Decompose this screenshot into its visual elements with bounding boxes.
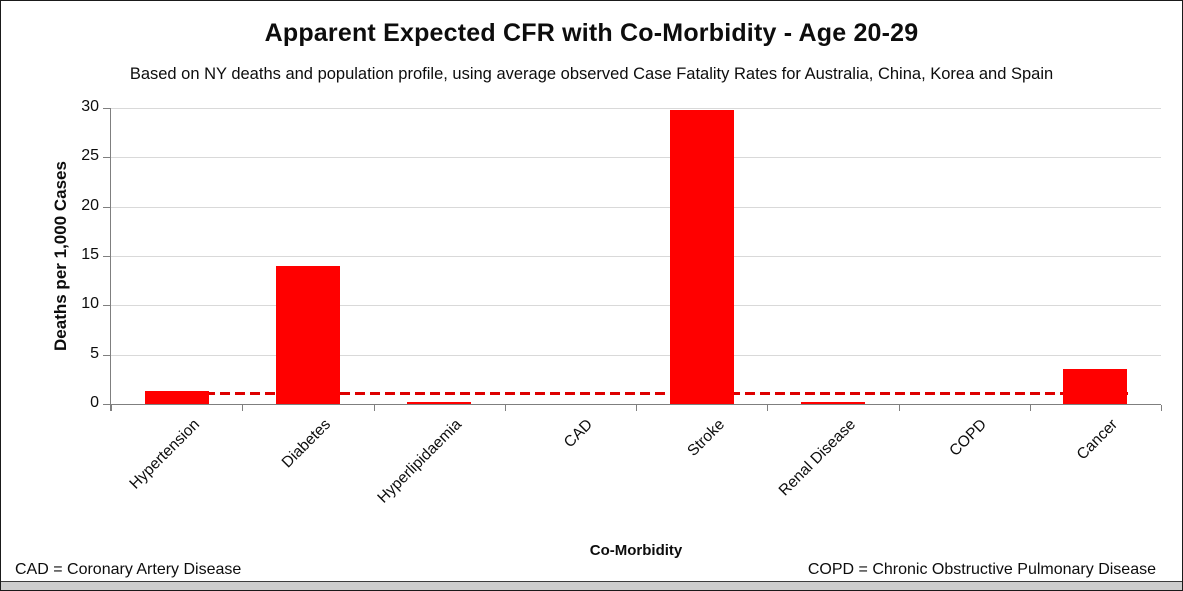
y-tick-label: 15 [81,246,99,263]
gridline-y-25 [111,157,1161,158]
y-axis-line [110,108,111,411]
gridline-y-10 [111,305,1161,306]
baseline-dashed-line [145,392,1128,395]
x-tick [636,405,637,411]
bar-renal-disease [801,402,865,404]
y-tick [103,207,110,208]
y-tick [103,305,110,306]
bar-cancer [1063,369,1127,404]
y-tick [103,404,110,405]
x-tick [242,405,243,411]
x-tick [505,405,506,411]
gridline-y-20 [111,207,1161,208]
y-tick-label: 5 [90,345,99,362]
gridline-y-30 [111,108,1161,109]
x-axis-title: Co-Morbidity [589,542,683,559]
y-tick-label: 0 [90,394,99,411]
y-tick [103,157,110,158]
chart-subtitle: Based on NY deaths and population profil… [129,65,1054,83]
x-tick [111,405,112,411]
y-tick-label: 20 [81,197,99,214]
x-axis-line [110,404,1161,405]
x-tick [374,405,375,411]
x-tick [1161,405,1162,411]
gridline-y-5 [111,355,1161,356]
y-tick-label: 10 [81,295,99,312]
x-tick [767,405,768,411]
footnote-copd: COPD = Chronic Obstructive Pulmonary Dis… [807,561,1156,578]
y-tick [103,355,110,356]
bar-hypertension [145,391,209,404]
footnote-cad: CAD = Coronary Artery Disease [15,561,242,578]
y-tick-label: 30 [81,98,99,115]
chart-title: Apparent Expected CFR with Co-Morbidity … [264,19,919,47]
y-tick-label: 25 [81,147,99,164]
y-tick [103,108,110,109]
bar-diabetes [276,266,340,404]
x-tick [899,405,900,411]
bar-stroke [670,110,734,404]
y-tick [103,256,110,257]
gridline-y-15 [111,256,1161,257]
bar-hyperlipidaemia [407,402,471,404]
x-tick [1030,405,1031,411]
window-bottom-strip [1,581,1182,590]
